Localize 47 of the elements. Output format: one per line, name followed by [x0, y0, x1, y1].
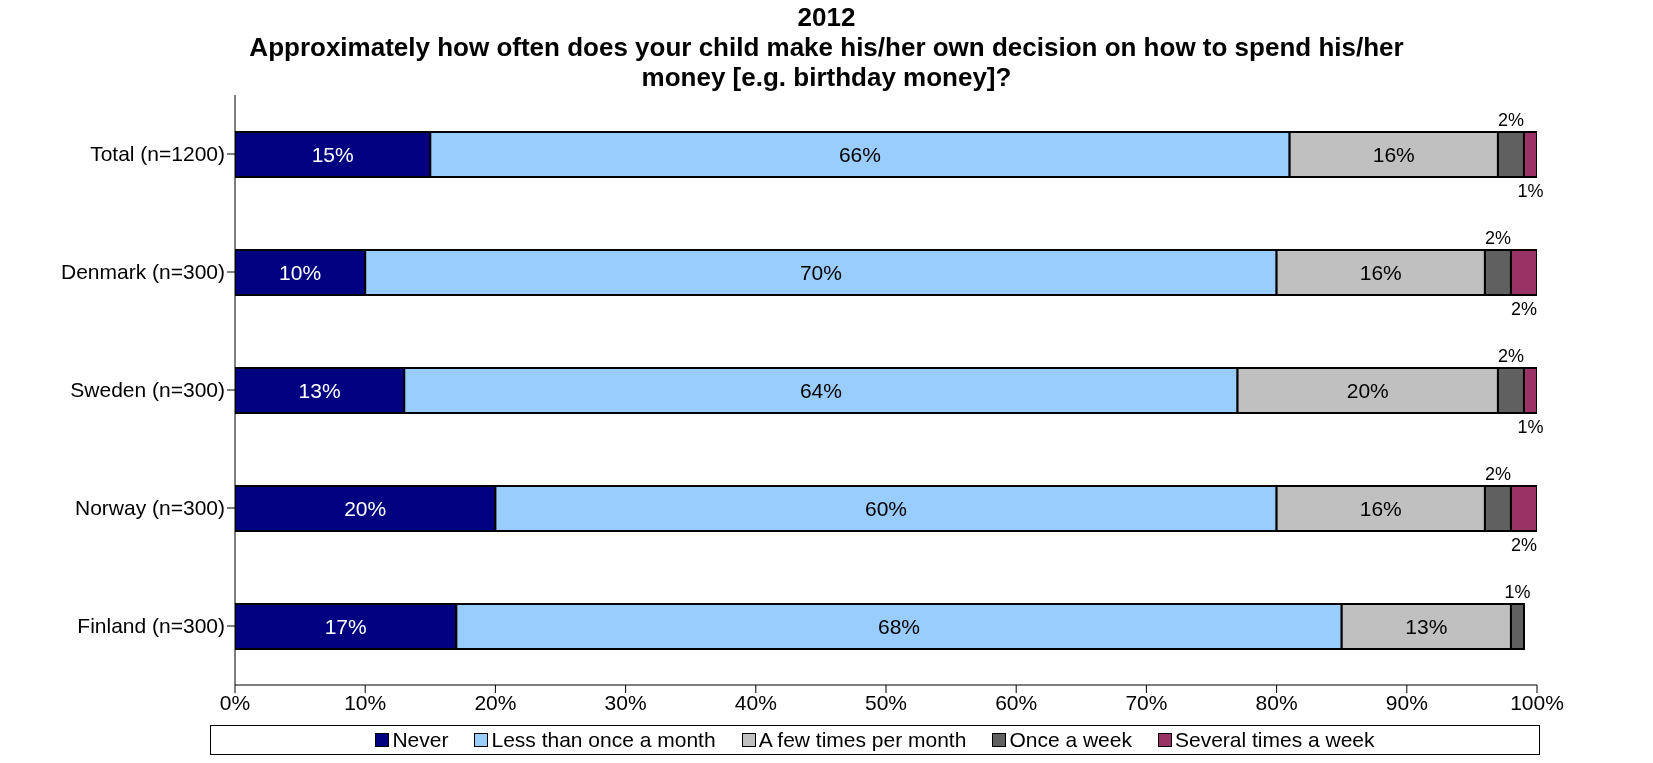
chart-subtitle: Approximately how often does your child make his/her own decision on how to spend his/her money [e.g. birthday money]? [248, 32, 1405, 92]
x-tick-label: 60% [995, 690, 1038, 714]
x-tick-label: 90% [1385, 690, 1428, 714]
legend-label: Once a week [1009, 728, 1132, 752]
legend-label: Less than once a month [491, 728, 716, 752]
data-label: 2% [1484, 228, 1511, 248]
y-tick-label: Norway (n=300) [75, 496, 225, 520]
data-label: 1% [1517, 417, 1544, 437]
x-tick-label: 80% [1255, 690, 1298, 714]
x-tick-label: 30% [604, 690, 647, 714]
x-tick-label: 40% [734, 690, 777, 714]
y-tick-label: Denmark (n=300) [61, 260, 225, 284]
data-label: 70% [799, 261, 842, 284]
data-label: 2% [1484, 464, 1511, 484]
data-label: 68% [878, 615, 921, 638]
data-label: 10% [279, 261, 322, 284]
legend-label: Never [392, 728, 449, 752]
data-label: 60% [864, 497, 908, 520]
data-label: 13% [298, 379, 341, 402]
chart-title: 2012 [796, 2, 857, 32]
data-label: 2% [1497, 110, 1524, 130]
x-tick-label: 100% [1510, 690, 1564, 714]
data-label: 20% [344, 497, 387, 520]
data-label: 1% [1517, 181, 1544, 201]
data-label: 1% [1504, 582, 1531, 602]
y-tick-label: Sweden (n=300) [70, 378, 225, 402]
data-label: 16% [1372, 143, 1415, 166]
legend-label: A few times per month [758, 728, 967, 752]
x-tick-label: 10% [344, 690, 387, 714]
data-label: 16% [1359, 497, 1402, 520]
y-tick-label: Total (n=1200) [90, 142, 225, 166]
x-tick-label: 0% [219, 690, 251, 714]
data-label: 2% [1510, 299, 1537, 319]
data-label: 2% [1497, 346, 1524, 366]
data-label: 20% [1346, 379, 1389, 402]
x-tick-label: 50% [864, 690, 908, 714]
data-label: 2% [1510, 535, 1537, 555]
legend-label: Several times a week [1174, 728, 1375, 752]
x-tick-label: 70% [1125, 690, 1168, 714]
data-label: 64% [799, 379, 842, 402]
data-label: 13% [1405, 615, 1448, 638]
data-label: 15% [311, 143, 354, 166]
y-tick-label: Finland (n=300) [77, 614, 225, 638]
data-label: 17% [324, 615, 367, 638]
data-label: 16% [1359, 261, 1402, 284]
x-tick-label: 20% [474, 690, 517, 714]
data-label: 66% [838, 143, 881, 166]
